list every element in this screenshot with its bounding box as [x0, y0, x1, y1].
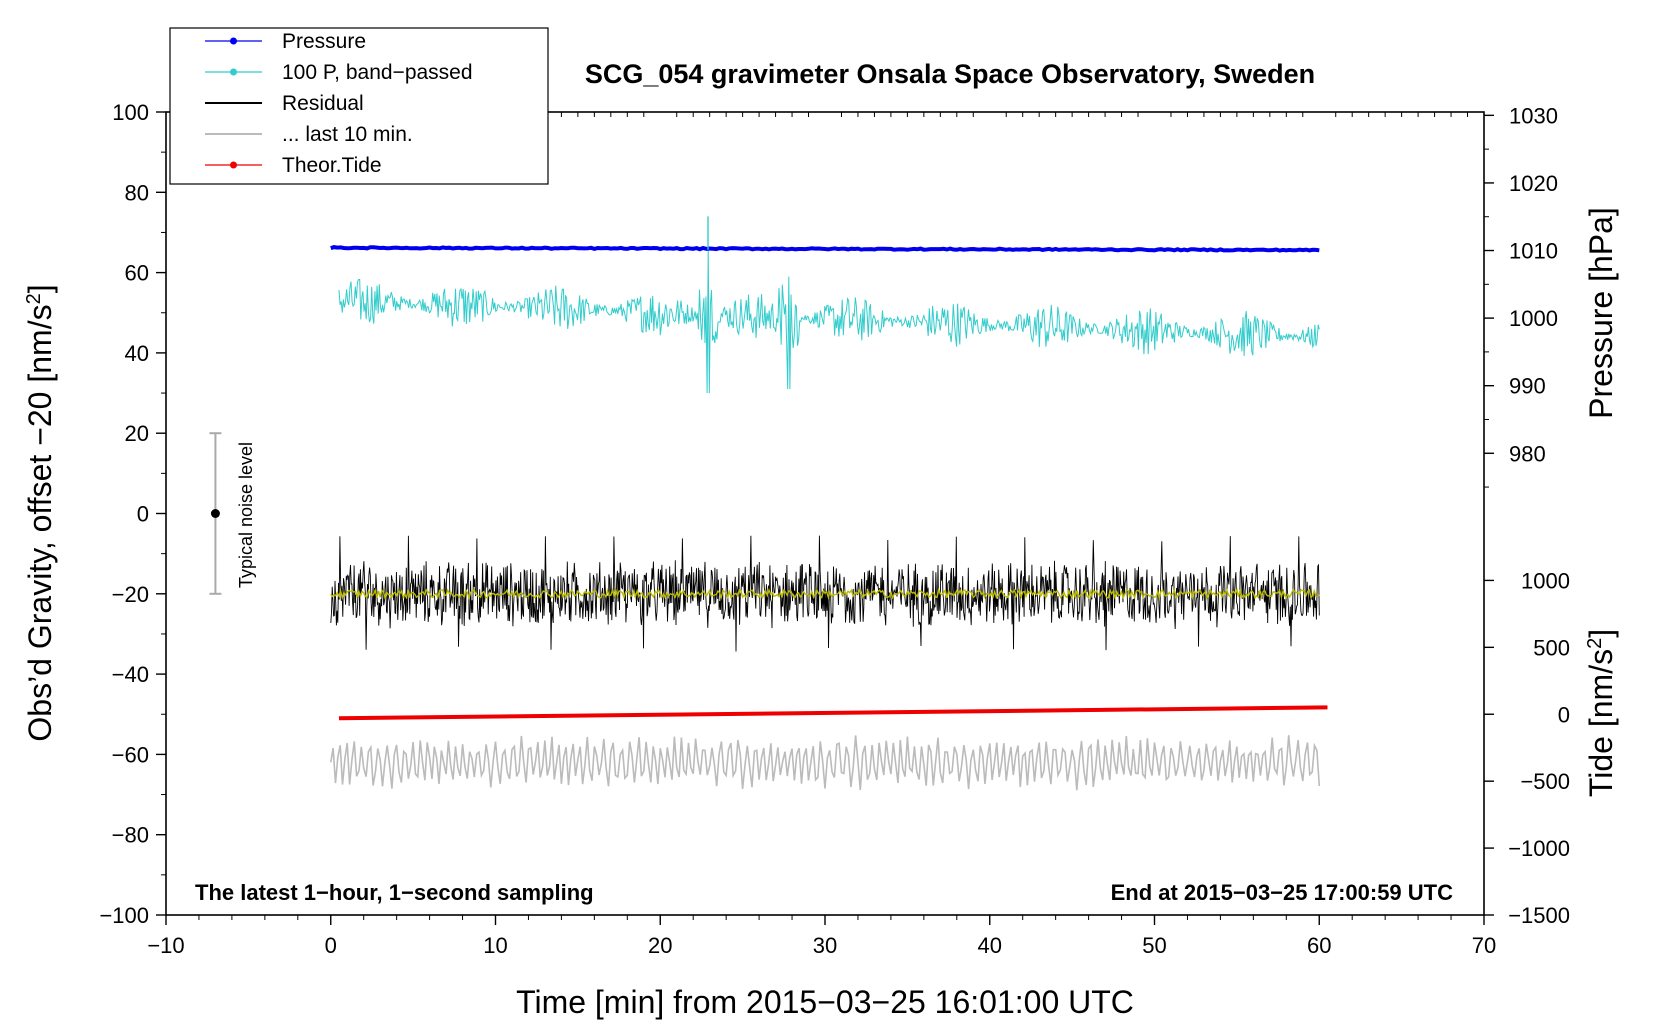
x-tick-label: 30 [813, 933, 837, 958]
x-axis-ticks: −10 0 10 20 30 40 50 60 70 [147, 915, 1496, 958]
x-tick-label: 70 [1472, 933, 1496, 958]
tide-tick-label: 500 [1533, 635, 1570, 660]
legend-label: 100 P, band−passed [282, 61, 473, 84]
legend: Pressure 100 P, band−passed Residual ... la… [169, 27, 549, 185]
y-right-axis-ticks: 1030 1020 1010 1000 990 980 1000 500 0 −500 −1000 −… [1484, 103, 1570, 928]
y-left-tick-label: −80 [112, 823, 149, 848]
y-left-tick-label: −20 [112, 582, 149, 607]
legend-box [169, 27, 549, 185]
pressure-tick-label: 1030 [1509, 103, 1558, 128]
y-left-tick-label: −40 [112, 662, 149, 687]
tide-tick-label: −1000 [1508, 836, 1570, 861]
series-last-10-min [330, 735, 1321, 791]
pressure-tick-label: 990 [1509, 374, 1546, 399]
y-left-tick-label: 100 [112, 100, 149, 125]
chart-title: SCG_054 gravimeter Onsala Space Observat… [585, 59, 1315, 89]
minor-ticks [161, 112, 1489, 920]
y-left-tick-label: 40 [125, 341, 149, 366]
series-residual-smoothed [330, 587, 1320, 601]
tide-axis-title: Tide [nm/s2] [1583, 629, 1619, 797]
legend-label: Residual [282, 92, 364, 115]
pressure-tick-label: 1000 [1509, 306, 1558, 331]
series-theor-tide [338, 705, 1328, 721]
series-residual [330, 535, 1320, 652]
pressure-tick-label: 1020 [1509, 171, 1558, 196]
legend-label: Theor.Tide [282, 154, 382, 177]
pressure-tick-label: 1010 [1509, 239, 1558, 264]
x-tick-label: 0 [325, 933, 337, 958]
annotation-sampling: The latest 1−hour, 1−second sampling [195, 880, 594, 905]
y-left-axis-title: Obs’d Gravity, offset −20 [nm/s2] [22, 284, 58, 741]
x-axis-title: Time [min] from 2015−03−25 16:01:00 UTC [516, 984, 1134, 1020]
x-tick-label: 10 [483, 933, 507, 958]
y-left-axis-ticks: 100 80 60 40 20 0 −20 −40 −60 −80 −100 [99, 100, 166, 928]
x-tick-label: 50 [1142, 933, 1166, 958]
legend-label: Pressure [282, 30, 366, 53]
legend-marker [230, 161, 237, 169]
series-band-passed-pressure [338, 248, 1320, 394]
x-tick-label: 40 [978, 933, 1002, 958]
y-left-tick-label: 0 [137, 502, 149, 527]
y-left-tick-label: 80 [125, 180, 149, 205]
x-tick-label: −10 [147, 933, 184, 958]
annotation-end-time: End at 2015−03−25 17:00:59 UTC [1111, 880, 1454, 905]
y-left-tick-label: 20 [125, 421, 149, 446]
y-left-tick-label: −60 [112, 742, 149, 767]
pressure-tick-label: 980 [1509, 441, 1546, 466]
noise-indicator [209, 432, 222, 595]
tide-tick-label: −500 [1520, 769, 1570, 794]
tide-tick-label: 0 [1558, 702, 1570, 727]
tide-tick-label: 1000 [1521, 568, 1570, 593]
noise-center-dot [210, 509, 220, 518]
legend-label: ... last 10 min. [282, 123, 413, 146]
tide-tick-label: −1500 [1508, 903, 1570, 928]
y-left-tick-label: 60 [125, 261, 149, 286]
x-tick-label: 20 [648, 933, 672, 958]
legend-marker [230, 37, 237, 45]
x-tick-label: 60 [1307, 933, 1331, 958]
y-left-tick-label: −100 [99, 903, 149, 928]
pressure-axis-title: Pressure [hPa] [1583, 207, 1619, 419]
series-layer [330, 216, 1328, 791]
series-pressure [330, 245, 1320, 253]
legend-marker [230, 68, 237, 76]
noise-indicator-label: Typical noise level [236, 442, 256, 588]
